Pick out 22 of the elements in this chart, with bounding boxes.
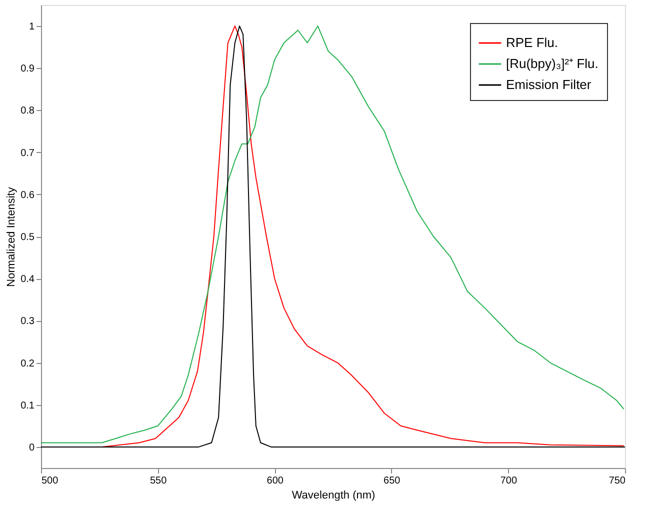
x-tick-label: 650	[384, 476, 401, 486]
y-axis-title: Normalized Intensity	[6, 186, 18, 287]
y-tick-label: 0.2	[20, 358, 35, 370]
x-tick-label: 750	[608, 476, 626, 486]
y-tick-label: 0.8	[20, 106, 35, 117]
y-tick-label: 0.4	[20, 274, 35, 286]
y-tick-label: 0.7	[20, 148, 35, 159]
x-tick-label: 700	[500, 476, 518, 486]
y-tick-label: 0.5	[20, 232, 35, 243]
y-tick-label: 0.6	[20, 190, 35, 201]
y-tick-label: 0.9	[20, 64, 35, 75]
y-tick-label: 0.1	[20, 400, 35, 412]
x-tick-label: 550	[150, 476, 168, 486]
legend-label: Emission Filter	[506, 77, 592, 92]
legend-label: [Ru(bpy)₃]²⁺ Flu.	[506, 56, 598, 71]
y-tick-label: 0.3	[20, 316, 35, 328]
y-tick-label: 1	[28, 22, 35, 33]
y-tick-label: 0	[28, 442, 35, 454]
x-tick-label: 500	[42, 476, 59, 486]
x-axis-title: Wavelength (nm)	[292, 490, 376, 502]
legend-label: RPE Flu.	[506, 35, 558, 50]
x-tick-label: 600	[266, 476, 284, 486]
